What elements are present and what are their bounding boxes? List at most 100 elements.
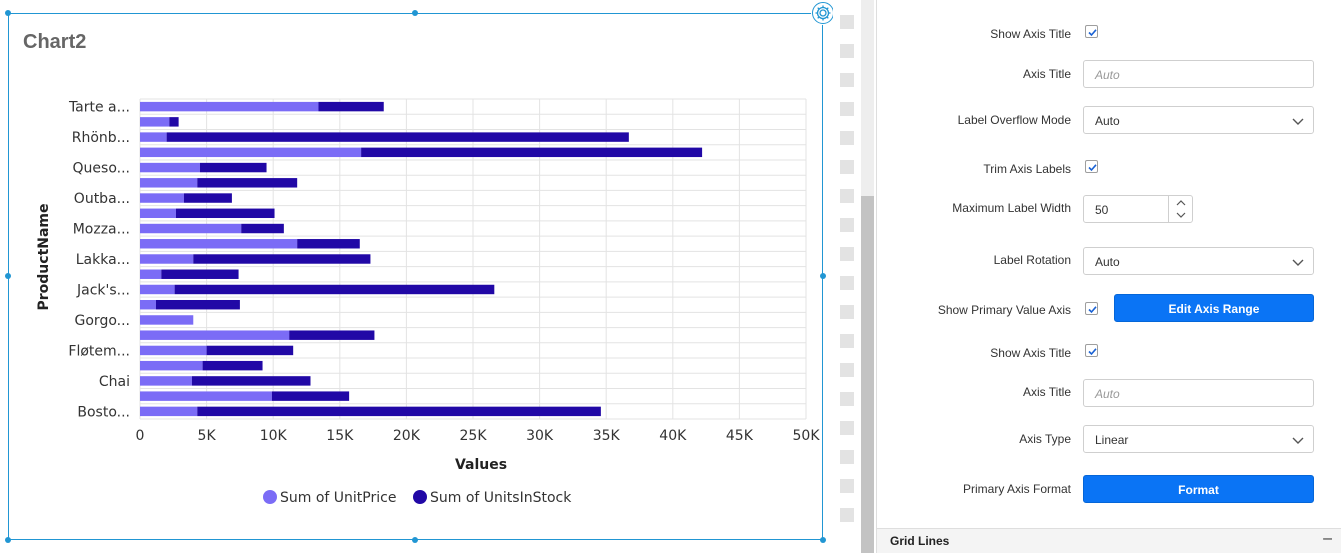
strip-square (840, 363, 854, 377)
x-tick-label: 5K (198, 428, 217, 444)
bar-unitsinstock (197, 178, 298, 188)
bar-unitsinstock (271, 391, 350, 401)
strip-square (840, 131, 854, 145)
chevron-down-icon[interactable] (1176, 212, 1186, 218)
show-primary-value-axis-checkbox[interactable] (1085, 302, 1098, 315)
chevron-down-icon (1292, 437, 1304, 444)
x-tick-label: 0 (136, 428, 145, 444)
dropdown-value: Linear (1095, 433, 1129, 447)
x-tick-label: 35K (593, 428, 621, 444)
y-tick-label: Queso... (73, 161, 130, 177)
strip-square (840, 218, 854, 232)
bar-unitsinstock (318, 101, 384, 112)
bar-unitprice (140, 360, 203, 371)
axis-title-label: Axis Title (1022, 67, 1071, 81)
chart-widget[interactable]: Chart2 0 5K 10K 15K 20K 25K 30K 35K 40K 45K 50K Bos… (8, 13, 823, 540)
x-tick-label: 45K (726, 428, 754, 444)
resize-handle-tm[interactable] (412, 10, 418, 16)
chevron-up-icon[interactable] (1176, 200, 1186, 206)
bar-unitsinstock (289, 330, 375, 340)
show-axis-title-checkbox[interactable] (1085, 25, 1098, 38)
show-primary-value-axis-label: Show Primary Value Axis (937, 303, 1071, 317)
bar-unitprice (140, 162, 200, 173)
properties-panel: Show Axis Title Axis Title Auto Label Ov… (876, 0, 1341, 553)
bar-unitprice (140, 193, 184, 203)
label-rotation-dropdown[interactable]: Auto (1083, 247, 1314, 275)
vertical-scrollbar[interactable] (861, 0, 874, 553)
y-tick-label: Outba... (74, 191, 130, 207)
axis-title-input[interactable]: Auto (1083, 60, 1314, 88)
y-tick-label: Jack's... (76, 282, 130, 298)
stepper-value: 50 (1095, 203, 1109, 217)
axis-type-dropdown[interactable]: Linear (1083, 425, 1314, 453)
bar-unitsinstock (175, 208, 275, 219)
x-axis-title: Values (455, 457, 507, 473)
primary-axis-format-label: Primary Axis Format (962, 482, 1071, 496)
y-tick-label: Mozza... (73, 222, 130, 238)
gear-icon[interactable] (811, 1, 835, 25)
bar-unitprice (140, 299, 156, 310)
axis-title-label-2: Axis Title (1022, 385, 1071, 399)
show-axis-title-checkbox-2[interactable] (1085, 344, 1098, 357)
legend-entry: Sum of UnitPrice (280, 490, 396, 506)
y-tick-label: Fløtem... (68, 343, 130, 359)
axis-type-label: Axis Type (1019, 432, 1071, 446)
edit-axis-range-button[interactable]: Edit Axis Range (1114, 294, 1314, 322)
resize-handle-ml[interactable] (5, 273, 11, 279)
grid-lines-section-header[interactable]: Grid Lines – (877, 528, 1341, 553)
minus-icon[interactable]: – (1323, 530, 1332, 547)
bar-unitsinstock (183, 193, 232, 203)
bar-unitsinstock (155, 299, 240, 310)
label-overflow-mode-dropdown[interactable]: Auto (1083, 106, 1314, 134)
strip-square (840, 508, 854, 522)
bar-unitprice (140, 315, 194, 325)
maximum-label-width-stepper[interactable]: 50 (1083, 195, 1193, 223)
check-icon (1088, 306, 1097, 314)
trim-axis-labels-checkbox[interactable] (1085, 160, 1098, 173)
y-tick-label: Lakka... (76, 252, 130, 268)
bar-unitsinstock (202, 360, 263, 371)
resize-handle-bl[interactable] (5, 537, 11, 543)
show-axis-title-label-2: Show Axis Title (990, 346, 1071, 360)
strip-square (840, 160, 854, 174)
strip-square (840, 334, 854, 348)
strip-square (840, 450, 854, 464)
bar-unitprice (140, 178, 198, 188)
strip-square (840, 276, 854, 290)
bar-unitprice (140, 117, 170, 127)
bar-unitsinstock (197, 406, 601, 417)
x-tick-label: 50K (793, 428, 821, 444)
format-button[interactable]: Format (1083, 475, 1314, 503)
bar-unitprice (140, 239, 298, 249)
bar-unitprice (140, 147, 362, 158)
x-tick-label: 40K (659, 428, 687, 444)
bar-unitsinstock (241, 223, 284, 234)
label-rotation-label: Label Rotation (993, 253, 1071, 267)
bar-unitsinstock (193, 254, 371, 264)
chart-title: Chart2 (23, 31, 87, 53)
strip-square (840, 479, 854, 493)
chevron-down-icon (1292, 118, 1304, 125)
resize-handle-mr[interactable] (820, 273, 826, 279)
scrollbar-thumb[interactable] (861, 196, 874, 553)
resize-handle-tl[interactable] (5, 10, 11, 16)
y-axis-title: ProductName (36, 203, 52, 310)
strip-square (840, 247, 854, 261)
axis-title-input-2[interactable]: Auto (1083, 379, 1314, 407)
y-tick-label: Bosto... (77, 404, 130, 420)
bar-unitsinstock (169, 117, 179, 127)
bar-unitsinstock (161, 269, 239, 279)
chevron-down-icon (1292, 259, 1304, 266)
y-tick-label: Gorgo... (75, 313, 130, 329)
maximum-label-width-label: Maximum Label Width (952, 201, 1071, 215)
resize-handle-bm[interactable] (412, 537, 418, 543)
dropdown-value: Auto (1095, 114, 1120, 128)
strip-square (840, 392, 854, 406)
resize-handle-br[interactable] (820, 537, 826, 543)
x-tick-label: 15K (326, 428, 354, 444)
y-tick-label: Rhönb... (72, 130, 130, 146)
strip-square (840, 15, 854, 29)
show-axis-title-label: Show Axis Title (990, 27, 1071, 41)
strip-square (840, 44, 854, 58)
bar-unitprice (140, 101, 319, 112)
